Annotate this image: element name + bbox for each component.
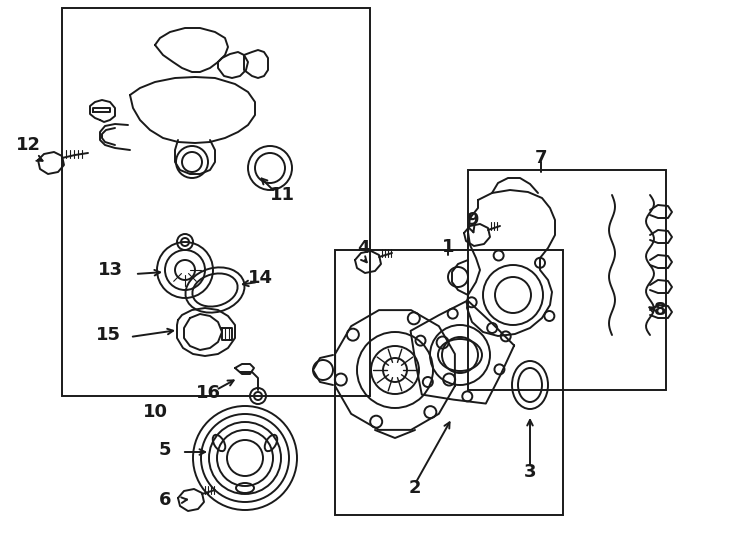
Text: 3: 3 bbox=[524, 463, 537, 481]
Text: 11: 11 bbox=[269, 186, 294, 204]
Text: 2: 2 bbox=[409, 479, 421, 497]
Bar bbox=[62, 8, 370, 396]
Text: 14: 14 bbox=[247, 269, 272, 287]
Text: 4: 4 bbox=[357, 239, 369, 257]
Text: 6: 6 bbox=[159, 491, 171, 509]
Text: 15: 15 bbox=[95, 326, 120, 344]
Text: 1: 1 bbox=[442, 238, 454, 256]
Text: 13: 13 bbox=[98, 261, 123, 279]
Bar bbox=[335, 250, 563, 515]
Text: 16: 16 bbox=[195, 384, 220, 402]
Text: 10: 10 bbox=[142, 403, 167, 421]
Text: 5: 5 bbox=[159, 441, 171, 459]
Text: 8: 8 bbox=[654, 301, 666, 319]
Text: 12: 12 bbox=[15, 136, 40, 154]
Bar bbox=[468, 170, 666, 390]
Text: 7: 7 bbox=[535, 149, 548, 167]
Text: 9: 9 bbox=[466, 211, 479, 229]
